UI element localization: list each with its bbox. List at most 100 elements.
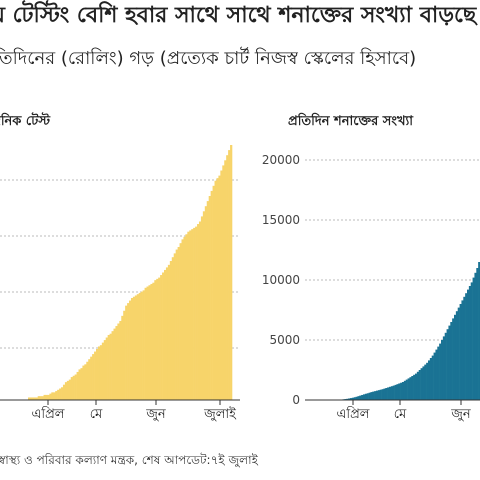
tests-bar bbox=[140, 291, 143, 401]
tests-bar bbox=[123, 310, 126, 400]
cases-bar bbox=[429, 358, 433, 400]
tests-bar bbox=[51, 392, 54, 400]
cases-bar bbox=[351, 397, 355, 400]
cases-bar bbox=[364, 393, 368, 400]
cases-bar bbox=[413, 374, 416, 400]
cases-bar bbox=[363, 394, 366, 400]
cases-bar bbox=[437, 346, 440, 400]
cases-bar bbox=[355, 396, 358, 400]
cases-bar bbox=[361, 394, 364, 400]
tests-bar bbox=[74, 374, 77, 400]
tests-bar bbox=[101, 342, 105, 401]
tests-bar bbox=[78, 369, 81, 400]
tests-bar bbox=[208, 196, 211, 400]
cases-bar bbox=[392, 385, 395, 400]
tests-bar bbox=[216, 178, 219, 400]
tests-bar bbox=[175, 249, 178, 400]
tests-bar bbox=[132, 296, 136, 401]
tests-bar bbox=[80, 368, 83, 401]
tests-bar bbox=[66, 380, 70, 401]
cases-bar bbox=[409, 377, 412, 400]
tests-bar bbox=[189, 230, 192, 400]
tests-bar bbox=[61, 387, 64, 400]
tests-bar bbox=[204, 206, 208, 400]
cases-bar bbox=[467, 289, 470, 400]
cases-bar bbox=[400, 382, 403, 400]
cases-bar bbox=[394, 384, 397, 400]
tests-bar bbox=[195, 226, 198, 400]
cases-chart-title: প্রতিদিন শনাক্তের সংখ্যা bbox=[288, 114, 414, 129]
cases-bar bbox=[359, 395, 362, 400]
cases-bar bbox=[366, 393, 369, 400]
cases-bar bbox=[472, 277, 475, 400]
cases-bar bbox=[368, 392, 371, 400]
tests-bar bbox=[86, 361, 89, 400]
tests-bar bbox=[45, 394, 48, 400]
cases-bar bbox=[435, 349, 438, 400]
tests-x-tick-label: জুলাই bbox=[203, 406, 237, 422]
cases-bar bbox=[474, 272, 477, 400]
tests-bar bbox=[107, 334, 110, 401]
tests-bar bbox=[31, 397, 35, 400]
cases-bar bbox=[476, 268, 479, 400]
tests-bar bbox=[160, 275, 163, 400]
cases-bar bbox=[470, 282, 473, 400]
tests-bar bbox=[117, 323, 120, 400]
cases-x-tick-label: মে bbox=[394, 407, 407, 422]
cases-bar bbox=[374, 391, 377, 400]
tests-bar bbox=[59, 388, 62, 400]
tests-bar bbox=[183, 236, 186, 400]
cases-y-tick-label: 0 bbox=[292, 393, 300, 407]
tests-bar bbox=[181, 239, 184, 400]
tests-bar bbox=[214, 180, 217, 400]
cases-bar bbox=[346, 398, 349, 400]
tests-bar bbox=[206, 201, 209, 400]
cases-bar bbox=[455, 311, 459, 400]
tests-bar bbox=[138, 292, 141, 400]
tests-bar bbox=[64, 382, 68, 400]
tests-bar bbox=[84, 364, 87, 400]
tests-bar bbox=[142, 290, 145, 400]
cases-bar bbox=[398, 383, 401, 400]
tests-bar bbox=[210, 190, 213, 400]
cases-bar bbox=[411, 376, 414, 400]
cases-bar bbox=[431, 355, 434, 400]
tests-bar bbox=[115, 326, 118, 400]
cases-bar bbox=[350, 398, 353, 400]
tests-bar bbox=[179, 243, 182, 400]
cases-bar bbox=[403, 380, 407, 400]
cases-bar bbox=[444, 332, 447, 400]
tests-bar bbox=[68, 379, 72, 400]
cases-bar bbox=[465, 293, 468, 400]
cases-bar bbox=[468, 286, 472, 400]
tests-bar bbox=[185, 234, 188, 400]
tests-bar bbox=[226, 155, 229, 400]
cases-y-tick-label: 15000 bbox=[262, 213, 300, 227]
tests-bar bbox=[220, 170, 223, 400]
cases-bar bbox=[387, 387, 390, 400]
cases-x-tick-label: এপ্রিল bbox=[337, 406, 370, 422]
cases-bar bbox=[426, 362, 429, 400]
cases-bar bbox=[379, 389, 382, 400]
cases-bar bbox=[390, 386, 394, 400]
tests-bar bbox=[198, 221, 202, 400]
tests-bar bbox=[202, 211, 206, 400]
cases-bar bbox=[457, 307, 460, 400]
cases-bar bbox=[353, 397, 356, 400]
tests-bar bbox=[154, 280, 157, 400]
cases-bar bbox=[454, 314, 457, 400]
tests-bar bbox=[43, 394, 46, 400]
tests-bar bbox=[103, 340, 107, 400]
tests-bar bbox=[136, 294, 140, 400]
tests-bar bbox=[152, 282, 155, 400]
tests-bar bbox=[164, 269, 167, 400]
tests-bar bbox=[29, 397, 33, 400]
tests-bar bbox=[167, 264, 171, 400]
cases-bar bbox=[357, 396, 360, 400]
tests-bar bbox=[150, 283, 153, 401]
tests-bar bbox=[187, 231, 190, 400]
cases-bar bbox=[463, 296, 466, 400]
cases-bar bbox=[416, 371, 420, 400]
tests-bar bbox=[191, 229, 194, 400]
cases-bar bbox=[428, 360, 431, 400]
